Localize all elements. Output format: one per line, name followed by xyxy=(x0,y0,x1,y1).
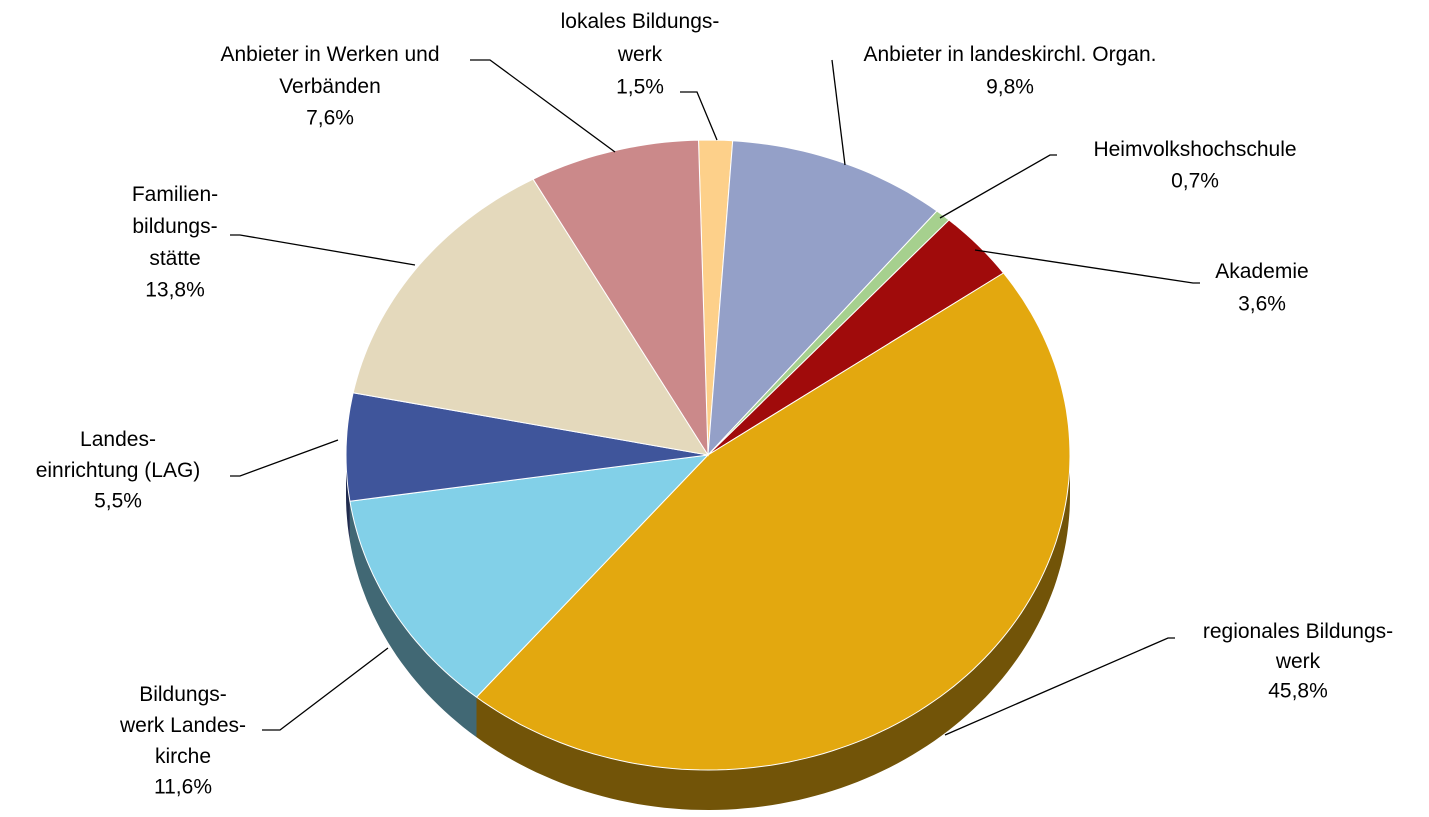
leader-line xyxy=(230,234,416,266)
category-label: Bildungs-werk Landes-kirche xyxy=(119,683,246,768)
value-label: 13,8% xyxy=(145,279,205,302)
slice-side xyxy=(346,455,350,542)
category-label: Anbieter in landeskirchl. Organ. xyxy=(864,43,1157,66)
slice xyxy=(352,178,710,456)
slice xyxy=(707,219,1005,456)
category-label: Landes-einrichtung (LAG) xyxy=(36,428,201,482)
leader-line xyxy=(944,637,1175,736)
value-label: 11,6% xyxy=(154,776,212,799)
slice xyxy=(349,454,710,698)
value-label: 0,7% xyxy=(1171,170,1219,193)
leader-line xyxy=(262,647,389,731)
leader-line xyxy=(974,249,1200,284)
category-label: Heimvolkshochschule xyxy=(1093,138,1296,161)
leader-line xyxy=(939,154,1057,219)
value-label: 45,8% xyxy=(1268,680,1328,703)
category-label: regionales Bildungs-werk xyxy=(1203,620,1393,673)
value-label: 5,5% xyxy=(94,490,142,513)
leader-line xyxy=(831,59,846,166)
value-label: 3,6% xyxy=(1238,293,1286,316)
category-label: lokales Bildungs-werk xyxy=(561,10,720,66)
category-label: Familien-bildungs-stätte xyxy=(132,183,218,270)
value-label: 9,8% xyxy=(986,76,1034,99)
leader-line xyxy=(470,59,616,153)
slice xyxy=(345,392,709,502)
slice xyxy=(475,272,1071,771)
category-label: Akademie xyxy=(1215,260,1308,283)
value-label: 7,6% xyxy=(306,107,354,130)
slice-side xyxy=(349,501,477,738)
category-label: Anbieter in Werken und Verbänden xyxy=(220,43,439,98)
slice xyxy=(707,140,938,457)
leader-line xyxy=(230,439,339,477)
leader-line xyxy=(680,91,718,141)
value-label: 1,5% xyxy=(616,76,664,99)
slice-side xyxy=(476,455,1070,810)
